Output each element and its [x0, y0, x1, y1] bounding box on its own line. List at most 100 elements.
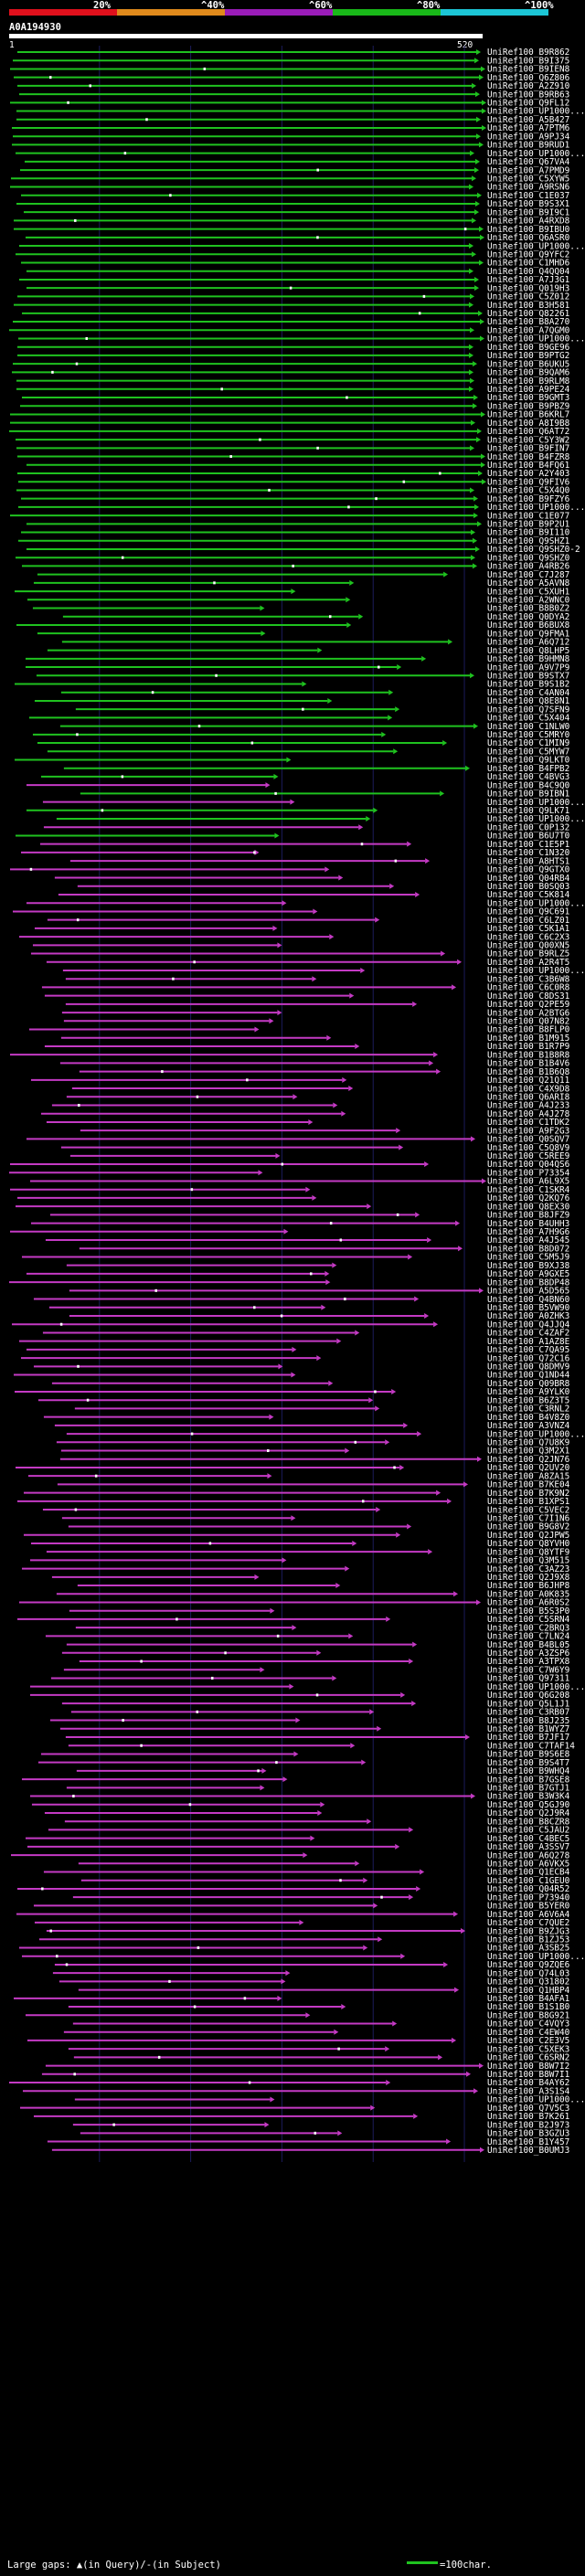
hit-label: UniRef100_C4BEC5 — [487, 1834, 569, 1844]
gap-marker — [316, 168, 319, 172]
hit-row: UniRef100_A2WNC0 — [27, 596, 570, 606]
hit-row: UniRef100_C7QA95 — [26, 1345, 569, 1355]
hit-label: UniRef100_A3S1S4 — [487, 2086, 570, 2096]
hit-row: UniRef100_A5D565 — [69, 1287, 569, 1297]
hit-row: UniRef100_A6L9X5 — [29, 1177, 569, 1187]
hit-label: UniRef100_B7K9N2 — [487, 1489, 569, 1499]
hit-label: UniRef100_Q82261 — [487, 309, 570, 319]
hit-label: UniRef100_C1E037 — [487, 191, 569, 201]
hit-label: UniRef100_Q0SQV7 — [487, 1135, 569, 1145]
hit-label: UniRef100_B1M915 — [487, 1034, 569, 1044]
hit-label: UniRef100_B9RLM8 — [487, 376, 570, 387]
hit-row: UniRef100_C3RB07 — [70, 1708, 569, 1718]
hit-row: UniRef100_A6VKX5 — [78, 1860, 569, 1870]
hit-arrow — [470, 377, 475, 384]
hit-row: UniRef100_A3SSV7 — [27, 1842, 569, 1852]
hit-row: UniRef100_B3W3K4 — [29, 1792, 570, 1802]
hit-row: UniRef100_C5VEC2 — [42, 1505, 569, 1515]
hit-label: UniRef100_B9PTG2 — [487, 351, 569, 361]
hit-arrow — [327, 697, 333, 704]
hit-row: UniRef100_A3S1S4 — [22, 2086, 570, 2096]
hit-arrow — [269, 1414, 274, 1420]
hit-arrow — [399, 1144, 404, 1150]
hit-row: UniRef100_Q0DYA2 — [62, 612, 569, 622]
hit-label: UniRef100_C6LZ01 — [487, 916, 570, 926]
hit-label: UniRef100_A6VKX5 — [487, 1860, 569, 1870]
hit-label: UniRef100_B9S3X1 — [487, 199, 570, 209]
hit-label: UniRef100_A1AZ8E — [487, 1337, 570, 1347]
hit-label: UniRef100_C8DS31 — [487, 991, 570, 1002]
legend-subject-text: (in Subject) — [152, 2560, 221, 2571]
hit-label: UniRef100_P73354 — [487, 1168, 570, 1178]
hit-label: UniRef100_A0ZHK3 — [487, 1311, 569, 1321]
hit-label: UniRef100_A5B427 — [487, 115, 569, 125]
hit-arrow — [482, 108, 487, 114]
hit-arrow — [407, 841, 412, 847]
legend-large-gaps: Large gaps: ▲(in Query)/-(in Subject) — [7, 2560, 221, 2571]
hit-row: UniRef100_Q21Q11 — [30, 1076, 570, 1086]
hit-label: UniRef100_B8FLP0 — [487, 1025, 570, 1035]
hit-row: UniRef100_C1NLW0 — [59, 722, 570, 732]
hit-row: UniRef100_B9IEN8 — [9, 65, 570, 75]
hit-arrow — [265, 782, 271, 789]
hit-row: UniRef100_C5K1A1 — [34, 924, 570, 934]
axis-start-label: 1 — [9, 40, 15, 50]
hit-arrow — [267, 1473, 272, 1479]
hit-label: UniRef100_Q04RB4 — [487, 874, 570, 884]
hit-row: UniRef100_Q8LHP5 — [47, 646, 569, 656]
hit-arrow — [350, 1743, 356, 1749]
hit-arrow — [443, 571, 449, 578]
hit-label: UniRef100_P73940 — [487, 1892, 570, 1903]
gap-marker — [316, 236, 319, 239]
hit-arrow — [473, 2088, 479, 2094]
legend-query-symbol: ▲ — [77, 2560, 83, 2571]
gap-marker — [281, 1162, 284, 1166]
hit-row: UniRef100_B8J235 — [49, 1716, 569, 1726]
hit-arrow — [443, 1961, 449, 1967]
hit-label: UniRef100_B1B4V6 — [487, 1059, 570, 1069]
gap-marker — [347, 505, 350, 509]
hit-arrow — [295, 1717, 301, 1723]
hit-row: UniRef100_C4ZAF2 — [42, 1329, 569, 1339]
gap-marker — [49, 1929, 52, 1933]
gap-marker — [213, 581, 216, 585]
hit-row: UniRef100_UP1000... — [15, 149, 585, 159]
hit-row: UniRef100_Q2KQ76 — [16, 1193, 570, 1203]
gap-marker — [220, 387, 223, 391]
gap-marker — [229, 455, 232, 459]
hit-row: UniRef100_A9F2G3 — [80, 1126, 569, 1136]
hit-arrow — [465, 765, 471, 771]
hit-arrow — [258, 1170, 263, 1176]
hit-label: UniRef100_B6KRL7 — [487, 410, 569, 420]
hit-label: UniRef100_A9F2G3 — [487, 1126, 569, 1136]
hit-row: UniRef100_A8ZA15 — [27, 1471, 569, 1481]
hit-row: UniRef100_B5VW90 — [48, 1303, 570, 1313]
hit-row: UniRef100_C1E5P1 — [39, 840, 570, 850]
legend-scale-bar — [407, 2561, 438, 2564]
hit-arrow — [292, 1346, 297, 1352]
hit-arrow — [341, 1110, 346, 1117]
hit-row: UniRef100_Q6ASR0 — [25, 233, 570, 243]
hit-label: UniRef100_B9STX7 — [487, 671, 569, 681]
hit-row: UniRef100_B1B6Q8 — [79, 1067, 570, 1077]
hit-arrow — [409, 1827, 414, 1833]
hit-arrow — [386, 1616, 391, 1622]
hit-label: UniRef100_Q6ASR0 — [487, 233, 570, 243]
hit-label: UniRef100_C7J287 — [487, 570, 569, 580]
hit-label: UniRef100_Q4QQ04 — [487, 267, 570, 277]
hit-arrow — [472, 217, 477, 224]
hit-arrow — [481, 411, 486, 418]
hit-arrow — [346, 621, 352, 628]
hit-row: UniRef100_Q09BR8 — [51, 1379, 570, 1389]
hit-row: UniRef100_C2BRQ3 — [75, 1623, 569, 1633]
hit-arrow — [281, 1978, 286, 1985]
hit-row: UniRef100_B9WHQ4 — [76, 1766, 570, 1776]
hit-label: UniRef100_C3RB07 — [487, 1708, 569, 1718]
hit-arrow — [282, 900, 287, 906]
gap-marker — [257, 1769, 260, 1773]
hit-row: UniRef100_B9RB63 — [18, 90, 569, 100]
hit-label: UniRef100_Q04QS6 — [487, 1160, 570, 1170]
hit-label: UniRef100_B9GMT3 — [487, 393, 569, 403]
hit-label: UniRef100_UP1000... — [487, 503, 585, 513]
hit-label: UniRef100_A6R0S2 — [487, 1598, 569, 1608]
